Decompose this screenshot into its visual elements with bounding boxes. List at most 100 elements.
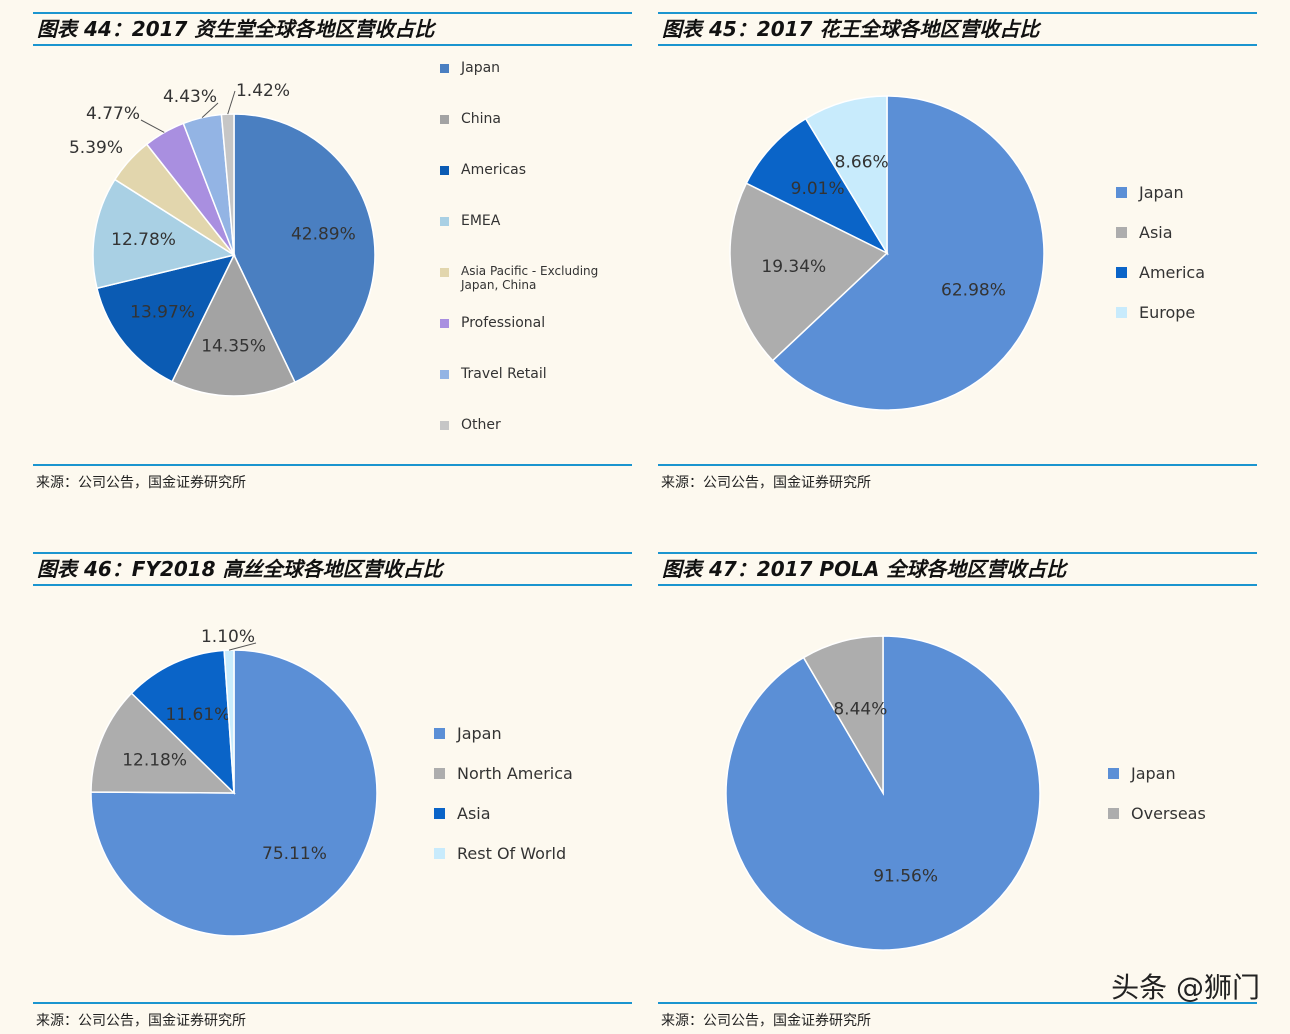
chart-44-slice-2 <box>96 253 236 383</box>
chart-44-data-label-2: 13.97% <box>130 302 195 322</box>
legend-item: Americas <box>440 162 526 178</box>
legend-item: Other <box>440 417 501 433</box>
legend-item: Europe <box>1116 303 1195 322</box>
legend-item: Travel Retail <box>440 366 547 382</box>
legend-label: North America <box>457 764 573 783</box>
legend-item: Asia Pacific - Excluding Japan, China <box>440 264 621 292</box>
legend-item: Japan <box>1108 764 1176 783</box>
chart-44-data-label-0: 42.89% <box>291 225 356 245</box>
legend-item: Rest Of World <box>434 844 566 863</box>
legend-item: North America <box>434 764 573 783</box>
legend-swatch <box>440 217 449 226</box>
legend-swatch <box>1108 768 1119 779</box>
legend-label: America <box>1139 263 1205 282</box>
legend-label: Japan <box>1139 183 1184 202</box>
legend-label: Overseas <box>1131 804 1206 823</box>
legend-label: Asia <box>1139 223 1173 242</box>
legend-swatch <box>440 115 449 124</box>
chart-45-slice-0 <box>771 95 1045 411</box>
legend-label: China <box>461 111 501 127</box>
watermark: 头条 @狮门 <box>1111 971 1260 1004</box>
chart-44-slice-7 <box>220 113 235 256</box>
chart-44-leader-line-5 <box>140 119 165 133</box>
legend-label: Japan <box>1131 764 1176 783</box>
chart-44-slice-0 <box>233 113 376 384</box>
chart-44-slice-3 <box>92 178 236 290</box>
chart-45-data-label-1: 19.34% <box>761 257 826 277</box>
chart-47-title: 图表 47：2017 POLA 全球各地区营收占比 <box>658 552 1257 586</box>
legend-item: Japan <box>434 724 502 743</box>
chart-44-data-label-4: 5.39% <box>69 138 123 158</box>
legend-label: Asia <box>457 804 491 823</box>
legend-item: Japan <box>1116 183 1184 202</box>
legend-swatch <box>1116 227 1127 238</box>
legend-swatch <box>1116 307 1127 318</box>
chart-46-source: 来源：公司公告，国金证券研究所 <box>33 1002 632 1030</box>
chart-44-leader-line-6 <box>201 102 219 119</box>
chart-47-data-label-1: 8.44% <box>833 700 887 720</box>
legend-item: EMEA <box>440 213 500 229</box>
chart-44-source: 来源：公司公告，国金证券研究所 <box>33 464 632 492</box>
legend-label: Japan <box>461 60 501 76</box>
chart-44-title: 图表 44：2017 资生堂全球各地区营收占比 <box>33 12 632 46</box>
legend-swatch <box>1116 187 1127 198</box>
legend-label: Europe <box>1139 303 1196 322</box>
chart-46-data-label-1: 12.18% <box>122 750 187 770</box>
legend-swatch <box>440 166 449 175</box>
chart-46-data-label-0: 75.11% <box>262 844 327 864</box>
legend-swatch <box>440 64 449 73</box>
chart-47-data-label-0: 91.56% <box>873 866 938 886</box>
chart-44-leader-line-7 <box>227 90 236 115</box>
chart-46-data-label-2: 11.61% <box>166 705 231 725</box>
chart-44-slice-1 <box>171 253 296 397</box>
chart-45-data-label-2: 9.01% <box>791 179 845 199</box>
chart-44-data-label-7: 1.42% <box>236 81 290 101</box>
chart-45-source: 来源：公司公告，国金证券研究所 <box>658 464 1257 492</box>
legend-swatch <box>440 268 449 277</box>
legend-item: Asia <box>434 804 491 823</box>
legend-label: Americas <box>461 162 527 178</box>
chart-44-data-label-1: 14.35% <box>201 337 266 357</box>
legend-swatch <box>440 421 449 430</box>
legend-swatch <box>434 808 445 819</box>
chart-44-data-label-3: 12.78% <box>111 230 176 250</box>
chart-46-slice-3 <box>223 649 235 794</box>
chart-46-slice-0 <box>90 649 378 937</box>
chart-44-data-label-6: 4.43% <box>163 87 217 107</box>
chart-46-title: 图表 46：FY2018 高丝全球各地区营收占比 <box>33 552 632 586</box>
chart-46-slice-1 <box>90 692 236 794</box>
legend-label: Travel Retail <box>461 366 547 382</box>
legend-swatch <box>1116 267 1127 278</box>
legend-swatch <box>440 319 449 328</box>
chart-45-slice-2 <box>745 117 889 255</box>
chart-47-source: 来源：公司公告，国金证券研究所 <box>658 1002 1257 1030</box>
legend-item: Japan <box>440 60 500 76</box>
legend-swatch <box>434 768 445 779</box>
chart-46-leader-line-3 <box>228 642 257 651</box>
legend-swatch <box>434 848 445 859</box>
legend-label: EMEA <box>461 213 501 229</box>
chart-44-data-label-5: 4.77% <box>86 104 140 124</box>
legend-swatch <box>1108 808 1119 819</box>
legend-item: America <box>1116 263 1205 282</box>
legend-label: Other <box>461 417 501 433</box>
chart-47-slice-1 <box>802 635 884 796</box>
legend-label: Professional <box>461 315 546 331</box>
legend-swatch <box>440 370 449 379</box>
legend-label: Rest Of World <box>457 844 567 863</box>
chart-46-slice-2 <box>130 649 235 795</box>
chart-45-title: 图表 45：2017 花王全球各地区营收占比 <box>658 12 1257 46</box>
chart-45-slice-1 <box>729 182 889 362</box>
chart-45-slice-3 <box>804 95 888 256</box>
legend-label: Japan <box>457 724 502 743</box>
legend-item: Asia <box>1116 223 1173 242</box>
legend-item: China <box>440 111 501 127</box>
legend-label: Asia Pacific - Excluding Japan, China <box>461 264 599 292</box>
chart-46-data-label-3: 1.10% <box>201 627 255 647</box>
legend-swatch <box>434 728 445 739</box>
legend-item: Overseas <box>1108 804 1206 823</box>
chart-45-data-label-0: 62.98% <box>941 280 1006 300</box>
legend-item: Professional <box>440 315 545 331</box>
chart-45-data-label-3: 8.66% <box>835 152 889 172</box>
